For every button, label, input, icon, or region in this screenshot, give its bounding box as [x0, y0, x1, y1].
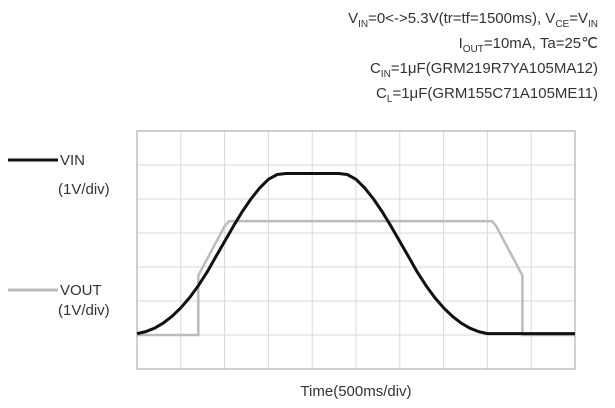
- x-axis-label: Time(500ms/div): [300, 383, 411, 400]
- series-line-vin: [136, 172, 575, 336]
- plot-grid: [137, 131, 575, 369]
- legend-unit-vin: (1V/div): [58, 181, 110, 198]
- condition-line-3: CIN=1μF(GRM219R7YA105MA12): [370, 60, 598, 80]
- series-layer: [136, 172, 575, 337]
- plot-frame: [136, 130, 576, 370]
- series-line-vout: [137, 219, 575, 337]
- conditions-block: VIN=0<->5.3V(tr=tf=1500ms), VCE=VIN IOUT…: [348, 10, 598, 105]
- condition-line-4: CL=1μF(GRM155C71A105ME11): [376, 85, 598, 105]
- legend: VIN (1V/div) VOUT (1V/div): [8, 152, 110, 319]
- condition-line-2: IOUT=10mA, Ta=25℃: [459, 35, 598, 55]
- legend-label-vout: VOUT: [60, 282, 102, 299]
- legend-unit-vout: (1V/div): [58, 302, 110, 319]
- condition-line-1: VIN=0<->5.3V(tr=tf=1500ms), VCE=VIN: [348, 10, 598, 30]
- legend-label-vin: VIN: [60, 152, 85, 169]
